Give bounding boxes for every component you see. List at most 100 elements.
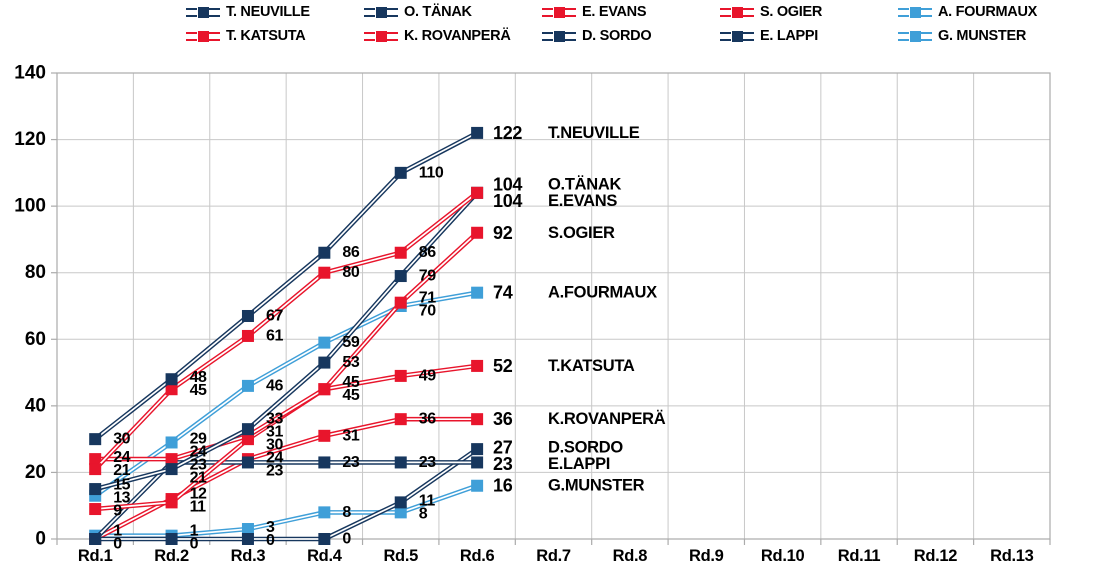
marker — [471, 286, 484, 299]
legend-label: G. MUNSTER — [938, 28, 1027, 44]
data-label: 11 — [419, 492, 436, 509]
data-label: 86 — [419, 244, 436, 261]
series-t-neuville — [89, 126, 484, 446]
data-label: 31 — [266, 424, 283, 441]
marker — [241, 523, 254, 536]
data-label: 46 — [266, 377, 283, 394]
marker — [471, 456, 484, 469]
final-standing-g-munster: G.MUNSTER — [548, 477, 645, 495]
series-g-munster — [89, 479, 484, 542]
marker — [318, 246, 331, 259]
legend-item-s-ogier: S. OGIER — [720, 4, 898, 20]
marker — [89, 533, 102, 545]
series-line-inner — [94, 461, 478, 540]
final-points-t-katsuta: 52 — [493, 356, 513, 376]
final-standing-d-sordo: D.SORDO — [548, 439, 623, 457]
series-line-inner — [94, 192, 478, 470]
final-points-g-munster: 16 — [493, 476, 513, 496]
final-points-k-rovanper-: 36 — [493, 409, 513, 429]
x-axis-label: Rd.7 — [536, 547, 571, 565]
marker — [165, 463, 178, 476]
final-points-d-sordo: 27 — [493, 438, 513, 458]
legend-line-marker-icon — [898, 6, 932, 18]
data-label: 23 — [190, 456, 207, 473]
data-label: 1 — [190, 522, 199, 539]
marker — [241, 533, 254, 545]
x-axis-label: Rd.4 — [307, 547, 343, 565]
marker — [394, 270, 407, 283]
data-label: 71 — [419, 289, 436, 306]
data-label: 24 — [266, 450, 283, 467]
data-label: 61 — [266, 327, 283, 344]
marker — [318, 506, 331, 519]
data-label: 33 — [266, 411, 283, 428]
data-label: 8 — [419, 505, 428, 522]
legend-label: T. KATSUTA — [226, 28, 306, 44]
data-label: 36 — [419, 411, 436, 428]
data-label: 45 — [342, 387, 359, 404]
series-line-inner — [94, 192, 478, 490]
data-label: 11 — [190, 499, 207, 516]
x-axis-label: Rd.8 — [613, 547, 648, 565]
data-label: 12 — [190, 486, 207, 503]
legend-line-marker-icon — [720, 6, 754, 18]
legend-line-marker-icon — [186, 30, 220, 42]
marker — [241, 456, 254, 469]
x-axis-label: Rd.2 — [154, 547, 189, 565]
final-standing-s-ogier: S.OGIER — [548, 224, 615, 242]
data-label: 86 — [342, 244, 359, 261]
data-label: 79 — [419, 268, 436, 285]
marker — [89, 463, 102, 476]
marker — [394, 166, 407, 179]
final-standing-e-lappi: E.LAPPI — [548, 455, 610, 473]
legend-label: E. EVANS — [582, 4, 647, 20]
final-standing-o-t-nak: O.TÄNAK — [548, 176, 621, 194]
data-label: 0 — [113, 535, 122, 552]
marker — [318, 266, 331, 279]
legend-item-o-t-nak: O. TÄNAK — [364, 4, 542, 20]
series-line-inner — [94, 291, 478, 497]
series-e-lappi — [89, 456, 484, 545]
marker — [318, 533, 331, 545]
legend-label: T. NEUVILLE — [226, 4, 310, 20]
final-standing-t-neuville: T.NEUVILLE — [548, 124, 640, 142]
marker — [89, 503, 102, 516]
marker — [318, 336, 331, 349]
marker — [165, 383, 178, 396]
legend-label: E. LAPPI — [760, 28, 819, 44]
data-label: 13 — [113, 489, 130, 506]
data-label: 29 — [190, 430, 207, 447]
final-points-e-lappi: 23 — [493, 454, 513, 474]
marker — [89, 433, 102, 446]
legend-line-marker-icon — [720, 30, 754, 42]
data-label: 45 — [342, 374, 359, 391]
marker — [394, 246, 407, 259]
marker — [471, 186, 484, 199]
data-label: 30 — [113, 431, 130, 448]
series-s-ogier — [89, 226, 484, 466]
x-axis-label: Rd.10 — [761, 547, 805, 565]
marker — [318, 429, 331, 442]
marker — [318, 383, 331, 396]
marker — [241, 329, 254, 342]
data-label: 9 — [113, 502, 122, 519]
data-label: 15 — [113, 476, 130, 493]
marker — [165, 436, 178, 449]
y-axis-label: 80 — [25, 262, 46, 283]
marker — [241, 379, 254, 392]
x-axis-label: Rd.11 — [838, 547, 881, 565]
final-standing-k-rovanper-: K.ROVANPERÄ — [548, 410, 666, 428]
marker — [318, 456, 331, 469]
final-standings: 122 T.NEUVILLE 104 O.TÄNAK 104 E.EVANS 92 S.OGI… — [493, 123, 666, 496]
data-label: 23 — [342, 454, 359, 471]
y-axis-label: 140 — [14, 63, 46, 84]
legend-item-d-sordo: D. SORDO — [542, 28, 720, 44]
legend-line-marker-icon — [186, 6, 220, 18]
legend-item-t-neuville: T. NEUVILLE — [186, 4, 364, 20]
data-label: 45 — [190, 382, 207, 399]
final-standing-t-katsuta: T.KATSUTA — [548, 357, 635, 375]
data-label: 8 — [342, 504, 351, 521]
data-label: 0 — [190, 535, 199, 552]
plot-border — [56, 72, 1051, 540]
data-labels: 3024211513910484529242321121110676146333… — [113, 164, 444, 552]
